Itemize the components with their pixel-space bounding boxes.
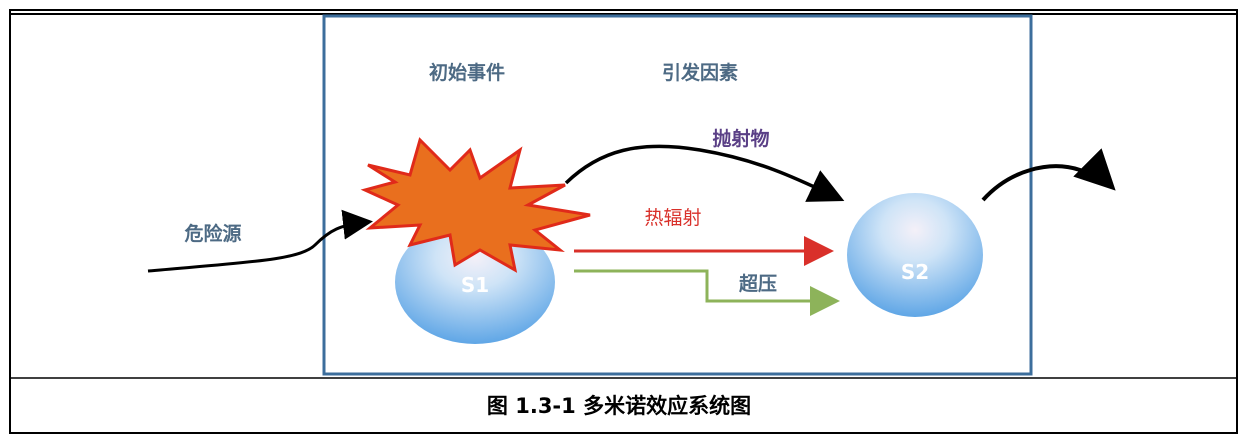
outer-table-border: [9, 9, 1238, 434]
projectile-arrow: [564, 144, 845, 202]
figure-caption: 图 1.3-1 多米诺效应系统图: [487, 394, 751, 418]
node-s1: [395, 220, 555, 344]
heat-radiation-label: 热辐射: [644, 207, 701, 229]
s2-outgoing-arrow: [981, 148, 1116, 202]
projectile-label: 抛射物: [712, 127, 769, 150]
hazard-source-arrow: [147, 209, 373, 273]
explosion-burst: [360, 137, 591, 273]
node-s2-label: S2: [901, 260, 929, 284]
initial-event-label: 初始事件: [429, 61, 505, 84]
node-s2: [847, 193, 983, 317]
overpressure-label: 超压: [738, 272, 777, 295]
trigger-factor-label: 引发因素: [662, 61, 738, 84]
overpressure-arrow: [574, 269, 840, 316]
node-s1-label: S1: [461, 273, 489, 297]
hazard-source-label: 危险源: [184, 222, 241, 245]
